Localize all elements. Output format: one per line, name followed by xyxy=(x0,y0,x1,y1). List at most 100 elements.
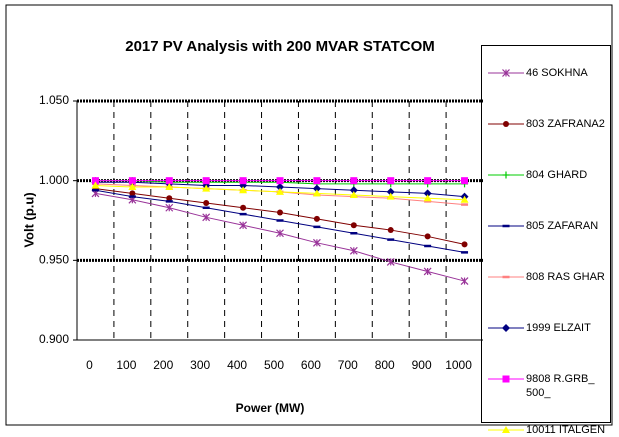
marker xyxy=(202,177,210,185)
marker xyxy=(239,221,248,230)
x-tick-label: 400 xyxy=(227,358,247,372)
legend-label: 804 GHARD xyxy=(526,169,588,181)
marker xyxy=(129,190,136,197)
marker-dot xyxy=(387,177,395,185)
marker-dot xyxy=(239,177,247,185)
marker-dot xyxy=(386,187,395,196)
marker-dot xyxy=(202,184,211,192)
legend-item: 9808 R.GRB_ 500_ xyxy=(486,372,610,400)
marker xyxy=(387,227,394,234)
legend-item: 804 GHARD xyxy=(486,168,610,182)
chart-title: 2017 PV Analysis with 200 MVAR STATCOM xyxy=(125,38,435,55)
marker xyxy=(313,177,321,185)
legend-item: 1999 ELZAIT xyxy=(486,321,610,335)
marker xyxy=(239,186,248,194)
marker xyxy=(276,229,284,238)
x-tick-label: 800 xyxy=(375,358,395,372)
marker-dot xyxy=(240,204,247,211)
marker xyxy=(165,203,174,212)
marker xyxy=(91,181,100,189)
marker xyxy=(202,184,211,192)
marker xyxy=(502,375,510,383)
marker-dot xyxy=(165,177,173,185)
marker xyxy=(423,189,432,198)
marker-dot xyxy=(91,177,99,185)
y-tick-label: 0.950 xyxy=(39,253,69,267)
marker-dot xyxy=(423,189,432,198)
legend-swatch xyxy=(488,324,524,332)
legend-item: 805 ZAFARAN xyxy=(486,219,610,233)
marker-dot xyxy=(165,183,174,191)
legend-label: 805 ZAFARAN xyxy=(526,220,599,232)
legend-label: 46 SOKHNA xyxy=(526,67,588,79)
marker xyxy=(313,215,320,222)
marker xyxy=(350,222,357,229)
marker-dot xyxy=(202,177,210,185)
legend-swatch xyxy=(488,375,524,383)
marker xyxy=(276,183,284,192)
legend-item: 803 ZAFRANA2 xyxy=(486,117,610,131)
marker xyxy=(128,183,137,191)
x-tick-label: 200 xyxy=(153,358,173,372)
marker xyxy=(502,69,510,77)
marker xyxy=(312,184,321,193)
legend-swatch xyxy=(488,224,524,228)
x-tick-label: 700 xyxy=(338,358,358,372)
marker xyxy=(350,177,358,185)
marker-dot xyxy=(276,177,284,185)
legend-swatch xyxy=(488,69,524,77)
x-tick-label: 600 xyxy=(301,358,321,372)
x-tick-label: 1000 xyxy=(445,358,472,372)
marker xyxy=(460,195,469,203)
marker xyxy=(165,183,174,191)
x-tick-label: 500 xyxy=(264,358,284,372)
marker-dot xyxy=(503,121,509,127)
marker-dot xyxy=(423,194,432,202)
marker xyxy=(423,267,432,276)
marker xyxy=(461,177,469,185)
marker xyxy=(312,189,321,197)
marker xyxy=(277,209,283,216)
marker-dot xyxy=(128,183,137,191)
marker-dot xyxy=(350,222,357,229)
marker-dot xyxy=(387,227,394,234)
marker-dot xyxy=(313,215,320,222)
marker xyxy=(166,195,173,202)
marker xyxy=(276,177,284,185)
marker-dot xyxy=(502,324,510,332)
x-tick-label: 900 xyxy=(412,358,432,372)
marker xyxy=(91,177,99,185)
legend-swatch xyxy=(488,121,524,127)
marker-dot xyxy=(239,186,248,194)
marker-dot xyxy=(91,181,100,189)
marker-dot xyxy=(349,186,358,195)
marker-dot xyxy=(349,191,358,199)
marker xyxy=(387,177,395,185)
marker xyxy=(423,194,432,202)
marker-dot xyxy=(277,209,283,216)
legend-swatch xyxy=(488,275,524,279)
legend-swatch xyxy=(488,426,524,433)
marker-dot xyxy=(502,375,510,383)
marker xyxy=(312,238,321,247)
marker xyxy=(276,187,284,195)
x-tick-label: 300 xyxy=(190,358,210,372)
legend-label: 10011 ITALGEN xyxy=(526,424,606,436)
marker-dot xyxy=(461,177,469,185)
marker xyxy=(240,204,247,211)
marker xyxy=(461,241,468,248)
marker-dot xyxy=(312,184,321,193)
marker xyxy=(349,246,358,255)
marker-dot xyxy=(386,192,395,200)
marker xyxy=(349,186,358,195)
frame xyxy=(5,4,613,426)
marker xyxy=(386,192,395,200)
y-tick-label: 1.050 xyxy=(39,93,69,107)
marker xyxy=(502,171,510,179)
marker-dot xyxy=(460,195,469,203)
legend-swatch xyxy=(488,171,524,179)
marker-dot xyxy=(276,187,284,195)
marker-dot xyxy=(203,199,210,206)
y-tick-label: 0.900 xyxy=(39,332,69,346)
